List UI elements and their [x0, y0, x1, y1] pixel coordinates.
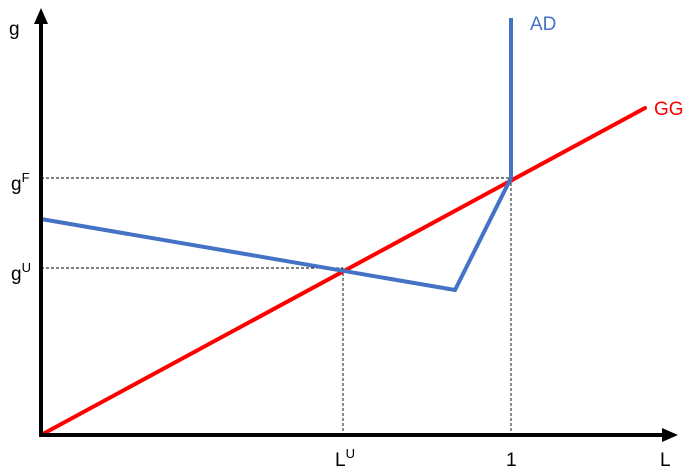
x-tick-one: 1: [506, 450, 517, 471]
y-axis-arrowhead: [34, 8, 48, 24]
y-axis-label: g: [9, 19, 20, 40]
x-axis-label: L: [660, 450, 671, 471]
y-tick-gu: gU: [11, 260, 31, 285]
axes: [34, 8, 678, 442]
guide-lines: [41, 177, 512, 435]
gg-label: GG: [654, 99, 683, 120]
x-axis-arrowhead: [662, 428, 678, 442]
x-tick-lu: LU: [335, 446, 355, 471]
ad-curve: [40, 18, 513, 293]
ad-label: AD: [530, 14, 556, 35]
y-tick-gf: gF: [11, 170, 30, 195]
